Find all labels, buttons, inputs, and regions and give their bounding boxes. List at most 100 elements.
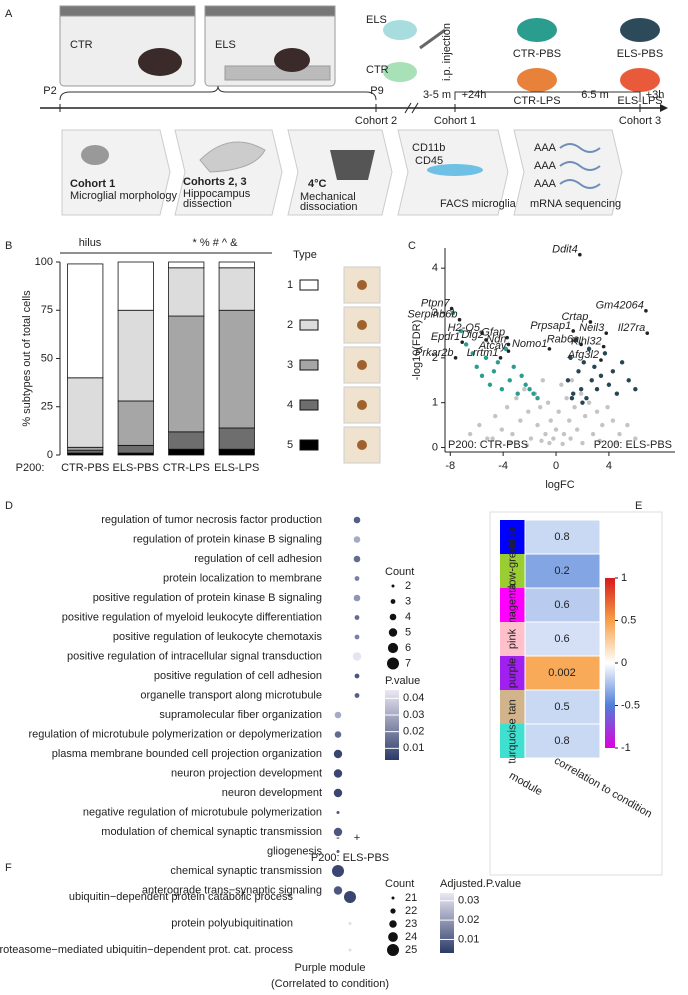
labeled-point bbox=[571, 329, 576, 333]
point bbox=[600, 422, 605, 428]
term-label: positive regulation of intracellular sig… bbox=[67, 650, 322, 662]
legend-label: 3 bbox=[287, 359, 293, 371]
point bbox=[564, 395, 569, 401]
module-swatch bbox=[500, 554, 525, 588]
gene-label: Lrrtm1 bbox=[467, 347, 499, 359]
column-label: + bbox=[354, 832, 360, 844]
term-label: organelle transport along microtubule bbox=[140, 689, 322, 701]
colorbar-title: P.value bbox=[385, 675, 420, 687]
cell-label: 0.2 bbox=[554, 565, 569, 577]
panel-a-text: CTR-LPS bbox=[513, 95, 560, 107]
legend-label: 24 bbox=[405, 931, 417, 943]
gene-label: Ptpn7 bbox=[421, 297, 451, 309]
panel-a-text: ELS bbox=[215, 39, 236, 51]
legend-title: Count bbox=[385, 878, 414, 890]
dot bbox=[354, 634, 360, 640]
point bbox=[458, 328, 464, 334]
y-tick-label: 75 bbox=[41, 304, 53, 316]
panel-a-text: Microglial morphology bbox=[70, 190, 177, 202]
cell-label: 0.002 bbox=[548, 667, 576, 679]
injection-label: i.p. injection bbox=[441, 23, 453, 81]
point bbox=[499, 427, 505, 432]
legend-label: 6 bbox=[405, 642, 411, 654]
labeled-point bbox=[505, 335, 509, 340]
colorbar-label: -1 bbox=[621, 742, 631, 754]
point bbox=[573, 337, 579, 343]
point bbox=[565, 378, 571, 383]
point bbox=[503, 346, 509, 352]
point bbox=[633, 387, 638, 392]
point bbox=[606, 382, 612, 387]
module-swatch bbox=[500, 588, 525, 622]
gene-label: Dlg2 bbox=[461, 329, 484, 341]
panel-a-text: mRNA sequencing bbox=[530, 198, 621, 210]
colorbar-label: 0.03 bbox=[458, 895, 479, 907]
y-tick-label: 25 bbox=[41, 401, 53, 413]
term-label: regulation of cell adhesion bbox=[194, 553, 322, 565]
module-label: pink bbox=[506, 628, 518, 649]
point bbox=[547, 440, 552, 446]
heat-cell bbox=[524, 587, 601, 623]
gene-label: Prpsap1 bbox=[530, 320, 571, 332]
dot bbox=[333, 886, 343, 895]
panel-a-text: AAA bbox=[534, 178, 557, 190]
cell-body bbox=[357, 360, 367, 370]
x-axis-label: (Correlated to condition) bbox=[271, 978, 389, 990]
point bbox=[515, 391, 520, 396]
microglia-icon bbox=[427, 164, 483, 176]
panel-a-text: P9 bbox=[370, 85, 383, 97]
dot bbox=[352, 652, 362, 661]
dot bbox=[353, 536, 361, 543]
bar-segment bbox=[117, 261, 154, 311]
point bbox=[586, 346, 592, 352]
point bbox=[507, 378, 512, 383]
bar-segment bbox=[67, 377, 104, 448]
point bbox=[463, 342, 469, 347]
point bbox=[586, 400, 592, 405]
cell-label: 0.6 bbox=[554, 633, 569, 645]
term-label: anterograde trans−synaptic signaling bbox=[142, 884, 322, 896]
legend-label: 4 bbox=[405, 611, 411, 623]
bar-segment bbox=[168, 267, 205, 317]
panel-a-text: 3-5 m bbox=[423, 89, 451, 101]
point bbox=[580, 440, 585, 446]
legend-dot bbox=[387, 657, 399, 670]
panel-label: E bbox=[635, 500, 642, 512]
mouse bbox=[517, 68, 557, 92]
mouse bbox=[383, 20, 417, 40]
point bbox=[560, 441, 565, 447]
point bbox=[450, 310, 456, 316]
term-label: positive regulation of myeloid leukocyte… bbox=[62, 611, 322, 623]
point bbox=[519, 373, 524, 378]
point bbox=[626, 378, 631, 383]
panel-a-text: +3h bbox=[646, 89, 665, 101]
dot bbox=[344, 891, 356, 903]
dot bbox=[333, 769, 343, 778]
colorbar-label: -0.5 bbox=[621, 699, 640, 711]
gene-label: Neil3 bbox=[579, 322, 605, 334]
labeled-point bbox=[449, 306, 454, 311]
x-tick-label: ELS-LPS bbox=[214, 462, 259, 474]
legend-label: P200: CTR-PBS bbox=[448, 439, 528, 451]
y-tick-label: 100 bbox=[35, 256, 53, 268]
point bbox=[561, 431, 567, 437]
labeled-point bbox=[457, 317, 462, 322]
panel-a-text: +24h bbox=[462, 89, 487, 101]
bar-segment bbox=[168, 315, 205, 433]
y-tick-label: 50 bbox=[41, 352, 53, 364]
legend-label: 1 bbox=[287, 279, 293, 291]
cell-label: 0.8 bbox=[554, 735, 569, 747]
y-tick-label: 2 bbox=[432, 352, 438, 364]
panel-a-text: Hippocampus bbox=[183, 188, 251, 200]
colorbar-label: 0.01 bbox=[458, 933, 479, 945]
x-axis-label: module bbox=[507, 770, 544, 798]
labeled-point bbox=[498, 356, 503, 360]
legend-swatch bbox=[299, 319, 319, 331]
term-label: supramolecular fiber organization bbox=[159, 709, 322, 721]
legend-title: Type bbox=[293, 249, 317, 261]
bar-segment bbox=[67, 446, 104, 451]
dot bbox=[354, 673, 360, 679]
panel-a-text: ELS bbox=[366, 14, 387, 26]
term-label: neuron development bbox=[222, 787, 322, 799]
